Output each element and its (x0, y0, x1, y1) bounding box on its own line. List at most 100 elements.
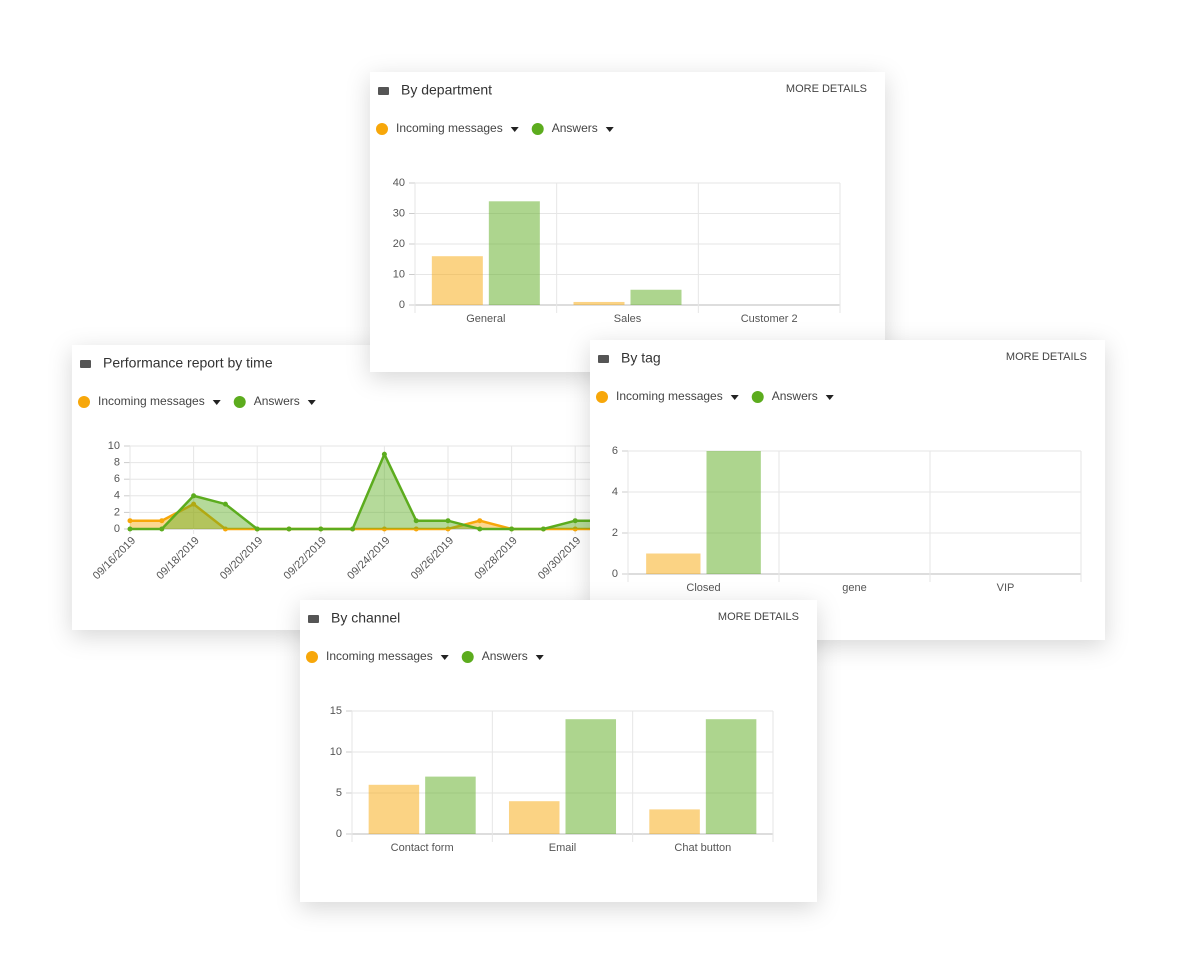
card-background (72, 345, 632, 630)
data-point (445, 518, 451, 524)
y-tick-label: 4 (612, 486, 618, 498)
bar (565, 719, 617, 834)
y-tick-label: 0 (336, 828, 342, 840)
legend-dot (306, 651, 318, 663)
card-icon (378, 87, 389, 95)
legend-label[interactable]: Incoming messages (396, 121, 503, 135)
card: By channel MORE DETAILS Incoming messages A… (300, 600, 817, 902)
x-tick-label: Closed (686, 582, 720, 594)
data-point (159, 526, 165, 532)
legend-caret[interactable] (307, 400, 316, 405)
x-tick-label: Sales (614, 313, 642, 325)
legend-dot (596, 391, 608, 403)
more-details-link[interactable]: MORE DETAILS (718, 611, 799, 623)
y-tick-label: 30 (393, 207, 405, 219)
y-tick-label: 0 (399, 299, 405, 311)
y-tick-label: 2 (114, 506, 120, 518)
y-tick-label: 0 (114, 523, 120, 535)
y-tick-label: 10 (330, 746, 342, 758)
x-tick-label: gene (842, 582, 866, 594)
legend-dot (376, 123, 388, 135)
y-tick-label: 2 (612, 527, 618, 539)
card-title: By channel (331, 610, 400, 626)
bar (646, 553, 701, 574)
x-tick-label: General (466, 313, 505, 325)
data-point (222, 526, 228, 532)
y-tick-label: 15 (330, 705, 342, 717)
y-tick-label: 6 (612, 445, 618, 457)
data-point (445, 526, 451, 532)
y-tick-label: 4 (114, 490, 120, 502)
bar (573, 301, 625, 305)
data-point (159, 518, 165, 524)
bar (649, 809, 700, 834)
legend-label[interactable]: Incoming messages (616, 389, 723, 403)
card-icon (80, 360, 91, 368)
data-point (477, 518, 483, 524)
x-tick-label: Contact form (391, 842, 454, 854)
data-point (509, 526, 515, 532)
x-tick-label: Email (549, 842, 577, 854)
legend-dot (233, 396, 246, 408)
card-title: Performance report by time (103, 355, 273, 371)
card-background (590, 340, 1105, 640)
data-point (572, 526, 578, 532)
more-details-link[interactable]: MORE DETAILS (786, 83, 867, 95)
y-tick-label: 20 (393, 238, 405, 250)
x-tick-label: VIP (997, 582, 1015, 594)
legend-label[interactable]: Answers (482, 649, 528, 663)
legend-label[interactable]: Answers (254, 394, 300, 408)
data-point (222, 501, 228, 507)
data-point (127, 518, 133, 524)
y-tick-label: 6 (114, 473, 120, 485)
card-title: By tag (621, 350, 661, 366)
legend-caret[interactable] (212, 400, 221, 405)
data-point (413, 518, 419, 524)
legend-caret[interactable] (535, 655, 544, 660)
bar (705, 719, 757, 834)
legend-caret[interactable] (825, 395, 834, 400)
y-tick-label: 8 (114, 457, 120, 469)
data-point (191, 501, 197, 507)
legend-caret[interactable] (730, 395, 739, 400)
card-icon (308, 615, 319, 623)
data-point (254, 526, 260, 532)
bar (630, 289, 682, 305)
data-point (191, 493, 197, 499)
legend-label[interactable]: Answers (552, 121, 598, 135)
bar (425, 776, 476, 834)
data-point (381, 451, 387, 457)
data-point (350, 526, 356, 532)
legend-label[interactable]: Answers (772, 389, 818, 403)
legend-caret[interactable] (510, 127, 519, 132)
legend-caret[interactable] (605, 127, 614, 132)
card: By department MORE DETAILS Incoming messag… (370, 72, 885, 372)
y-tick-label: 40 (393, 177, 405, 189)
legend-label[interactable]: Incoming messages (98, 394, 205, 408)
legend-dot (461, 651, 474, 663)
data-point (413, 526, 419, 532)
y-tick-label: 10 (393, 268, 405, 280)
y-tick-label: 10 (108, 440, 120, 452)
bar (488, 201, 540, 305)
legend-dot (78, 396, 90, 408)
card-icon (598, 355, 609, 363)
y-tick-label: 0 (612, 568, 618, 580)
legend-caret[interactable] (440, 655, 449, 660)
card: Performance report by time Incoming messa… (72, 345, 632, 630)
more-details-link[interactable]: MORE DETAILS (1006, 351, 1087, 363)
card-background (370, 72, 885, 372)
data-point (381, 526, 387, 532)
data-point (540, 526, 546, 532)
card-title: By department (401, 82, 492, 98)
data-point (318, 526, 324, 532)
data-point (572, 518, 578, 524)
bar (431, 256, 483, 305)
data-point (286, 526, 292, 532)
x-tick-label: Chat button (674, 842, 731, 854)
card: By tag MORE DETAILS Incoming messages Answe… (590, 340, 1105, 640)
series-line (130, 451, 607, 531)
data-point (477, 526, 483, 532)
legend-label[interactable]: Incoming messages (326, 649, 433, 663)
